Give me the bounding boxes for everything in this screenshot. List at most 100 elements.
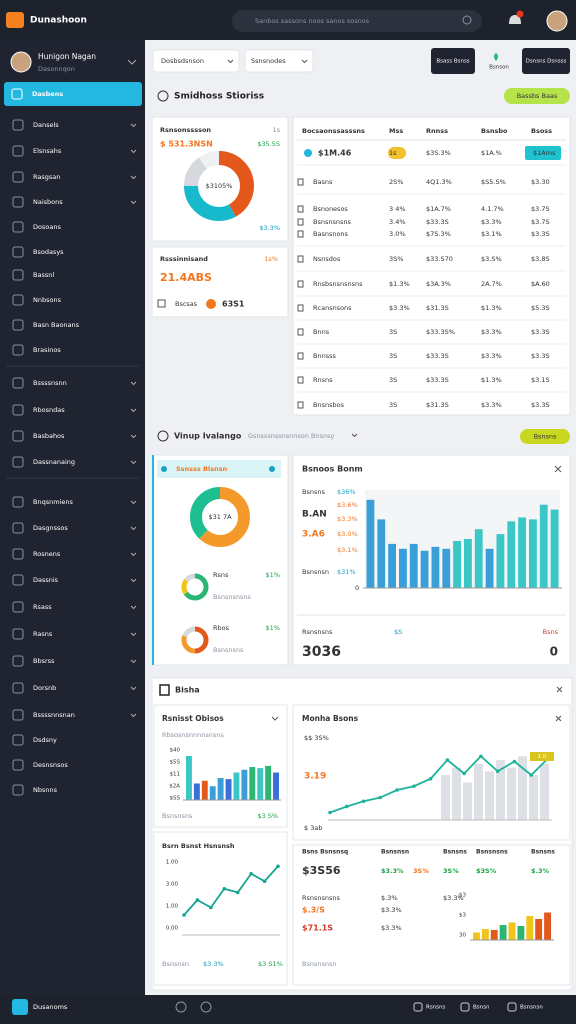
point [222, 886, 227, 891]
close-icon[interactable] [554, 465, 562, 473]
app-icon[interactable] [12, 999, 28, 1015]
card [151, 246, 289, 318]
cell: $3.3S [531, 328, 550, 336]
nav-label[interactable]: Rbosndas [33, 406, 65, 414]
icon[interactable] [413, 1002, 423, 1012]
sub-cell: $3.3% [381, 906, 402, 914]
nav-icon [12, 759, 24, 771]
row-button[interactable] [525, 146, 561, 160]
table-card [292, 116, 571, 416]
search-box[interactable] [232, 10, 482, 32]
icon[interactable] [200, 1001, 212, 1013]
button[interactable] [431, 48, 475, 74]
user-name: Hunigon Nagan [38, 52, 96, 61]
chevron [130, 526, 137, 531]
checkbox[interactable] [297, 304, 304, 312]
cell: $31.3S [426, 304, 449, 312]
cell: 1s [389, 149, 397, 157]
checkbox[interactable] [297, 255, 304, 263]
mini-sub: Bsnsnsnsns [213, 593, 251, 601]
avatar[interactable] [546, 10, 568, 32]
nav-label[interactable]: Nbsnns [33, 786, 58, 794]
checkbox[interactable] [297, 280, 304, 288]
cell: 3S% [443, 867, 459, 875]
point [209, 905, 213, 910]
nav-label[interactable]: Dassnanaing [33, 458, 75, 466]
bell-icon[interactable] [509, 15, 521, 24]
icon[interactable] [460, 1002, 470, 1012]
action-button[interactable] [504, 88, 570, 104]
nav-label[interactable]: Dasgnssos [33, 524, 68, 532]
checkbox[interactable] [297, 328, 304, 336]
nav-label[interactable]: Brasinos [33, 346, 61, 354]
nav-label[interactable]: Basbahos [33, 432, 65, 440]
cell: 3 4% [389, 205, 406, 213]
nav-label[interactable]: Rasgsan [33, 173, 60, 181]
nav-icon [12, 574, 24, 586]
button[interactable] [522, 48, 570, 74]
checkbox[interactable] [297, 352, 304, 360]
checkbox[interactable] [297, 218, 304, 226]
icon[interactable] [175, 1001, 187, 1013]
nav-label[interactable]: Desnsnsos [33, 761, 68, 769]
cell: $3S.3% [426, 149, 451, 157]
cell: $S5.S% [481, 178, 506, 186]
nav-label[interactable]: Dassnis [33, 576, 59, 584]
action-button[interactable] [520, 429, 570, 444]
checkbox[interactable] [297, 178, 304, 186]
bar [540, 763, 549, 820]
nav-label[interactable]: Dosoans [33, 223, 61, 231]
close-icon[interactable] [556, 686, 563, 693]
chevron [130, 552, 137, 557]
card-foot: $3.3% [259, 224, 280, 232]
checkbox[interactable] [297, 205, 304, 213]
nav-label[interactable]: Rasns [33, 630, 53, 638]
icon[interactable] [507, 1002, 517, 1012]
bar [441, 775, 450, 820]
bar [496, 760, 505, 820]
nav-label[interactable]: Rsass [33, 603, 52, 611]
nav-label[interactable]: Bssssnnsnan [33, 711, 75, 719]
search-placeholder: Sanbos sassons noos sanos sosnos [255, 17, 370, 25]
chevron[interactable] [127, 59, 137, 65]
nav-label[interactable]: Bsodasys [33, 248, 64, 256]
chevron [130, 500, 137, 505]
nav-label[interactable]: Nnbsons [33, 296, 62, 304]
chevron [227, 59, 234, 64]
cell: 3.4% [389, 218, 406, 226]
nav-label[interactable]: Rosnens [33, 550, 61, 558]
donut-segment [181, 626, 209, 654]
checkbox[interactable] [297, 230, 304, 238]
nav-label[interactable]: Dsdsny [33, 736, 57, 744]
active-nav[interactable] [4, 82, 142, 106]
mini-label: Rsns [213, 571, 229, 579]
nav-label[interactable]: Bbsrss [33, 657, 55, 665]
nav-icon [12, 496, 24, 508]
badge [530, 752, 554, 761]
close-icon[interactable] [555, 715, 562, 722]
nav-label[interactable]: Dansels [33, 121, 59, 129]
checkbox[interactable] [297, 401, 304, 409]
bar [265, 765, 272, 800]
nav-label[interactable]: Elsnsahs [33, 147, 62, 155]
nav-label[interactable]: Bnqsnmiens [33, 498, 73, 506]
checkbox[interactable] [157, 299, 166, 308]
chevron[interactable] [351, 433, 358, 438]
nav-label[interactable]: Bssssnsnn [33, 379, 67, 387]
cell: $33.3S% [426, 328, 455, 336]
filter[interactable] [152, 49, 240, 73]
checkbox[interactable] [297, 376, 304, 384]
button-label: Bsass Bsnss [436, 59, 469, 65]
nav-icon [12, 119, 24, 131]
filter[interactable] [244, 49, 314, 73]
leaf-icon[interactable] [494, 53, 498, 61]
section-icon [157, 430, 169, 442]
nav-label[interactable]: Basn Baonans [33, 321, 80, 329]
logo[interactable] [6, 12, 24, 28]
nav-label[interactable]: Bassnl [33, 271, 54, 279]
nav-label[interactable]: Naisbons [33, 198, 63, 206]
cell: 3S [389, 328, 397, 336]
column-header: Rnnss [426, 127, 448, 135]
chevron[interactable] [271, 716, 279, 721]
nav-label[interactable]: Dorsnb [33, 684, 56, 692]
